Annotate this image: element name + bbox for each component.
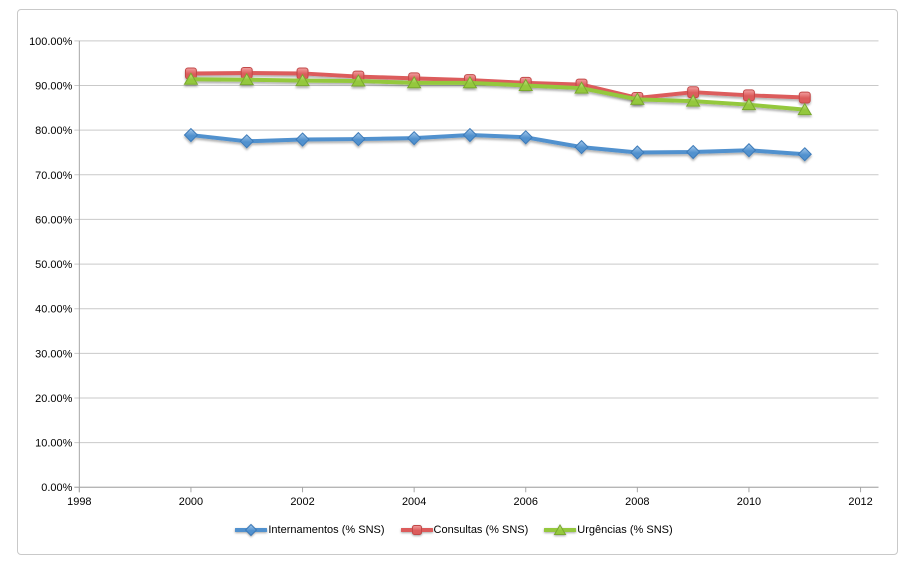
y-axis-tick-label: 40.00% [35, 304, 72, 316]
series-urg-ncias-sns [183, 72, 813, 116]
legend-triangle-marker-icon [544, 524, 577, 535]
x-axis-tick-label: 2004 [402, 496, 426, 508]
y-axis-tick-label: 60.00% [35, 214, 72, 226]
diamond-marker-icon [797, 147, 812, 162]
diamond-marker-icon [295, 132, 310, 147]
y-axis-tick-label: 90.00% [35, 80, 72, 92]
triangle-marker-icon [685, 94, 701, 107]
triangle-marker-icon [350, 74, 366, 87]
diamond-marker-icon [741, 143, 757, 158]
y-axis-tick-label: 70.00% [35, 170, 72, 182]
legend-label-consultas-sns: Consultas (% SNS) [433, 524, 529, 536]
triangle-marker-icon [239, 72, 255, 86]
diamond-marker-icon [462, 127, 478, 143]
triangle-marker-icon [518, 78, 534, 91]
diamond-marker-icon [685, 144, 701, 160]
y-axis-tick-label: 0.00% [41, 482, 72, 494]
triangle-marker-icon [574, 81, 589, 94]
y-axis-tick-label: 50.00% [35, 259, 72, 271]
series-line-urg-ncias-sns [188, 77, 807, 112]
triangle-marker-icon [741, 97, 757, 111]
legend-label-internamentos-sns: Internamentos (% SNS) [268, 524, 385, 536]
y-axis-tick-label: 10.00% [35, 438, 72, 450]
triangle-marker-icon [462, 75, 478, 89]
legend-square-marker-icon [400, 525, 433, 535]
diamond-marker-icon [406, 130, 422, 146]
legend-item-urg-ncias-sns: Urgências (% SNS) [544, 523, 673, 537]
legend-diamond-marker-icon [235, 523, 268, 537]
y-axis-tick-label: 100.00% [29, 36, 73, 48]
diamond-marker-icon [183, 127, 199, 143]
x-axis-tick-label: 2000 [179, 496, 203, 508]
diamond-marker-icon [351, 131, 366, 147]
series-internamentos-sns [183, 127, 812, 162]
y-axis-tick-label: 30.00% [35, 348, 72, 360]
diamond-marker-icon [518, 130, 533, 145]
x-axis-tick-label: 2008 [625, 496, 649, 508]
x-axis-tick-label: 2012 [848, 496, 872, 508]
x-axis-tick-label: 2002 [290, 496, 314, 508]
x-axis-tick-label: 2006 [514, 496, 538, 508]
chart-legend: Internamentos (% SNS) Consultas (% SNS) Ur… [0, 523, 908, 537]
triangle-marker-icon [629, 92, 645, 105]
series-line-internamentos-sns [188, 133, 807, 157]
diamond-marker-icon [630, 145, 645, 160]
x-axis-tick-label: 2010 [737, 496, 761, 508]
legend-label-urg-ncias-sns: Urgências (% SNS) [577, 524, 673, 536]
triangle-marker-icon [295, 73, 310, 87]
triangle-marker-icon [797, 102, 813, 116]
legend-item-internamentos-sns: Internamentos (% SNS) [235, 523, 385, 537]
series-line-consultas-sns [188, 71, 807, 100]
x-axis-tick-label: 1998 [67, 496, 91, 508]
y-axis-tick-label: 80.00% [35, 125, 72, 137]
diamond-marker-icon [239, 134, 254, 149]
triangle-marker-icon [406, 75, 422, 89]
y-axis-tick-label: 20.00% [35, 393, 72, 405]
chart-frame: 0.00% 10.00% 20.00% 30.00% 40.00% 50.00% 60.00… [17, 9, 898, 555]
legend-item-consultas-sns: Consultas (% SNS) [400, 523, 529, 537]
diamond-marker-icon [574, 139, 589, 155]
triangle-marker-icon [183, 72, 199, 85]
square-marker-icon [798, 91, 811, 104]
